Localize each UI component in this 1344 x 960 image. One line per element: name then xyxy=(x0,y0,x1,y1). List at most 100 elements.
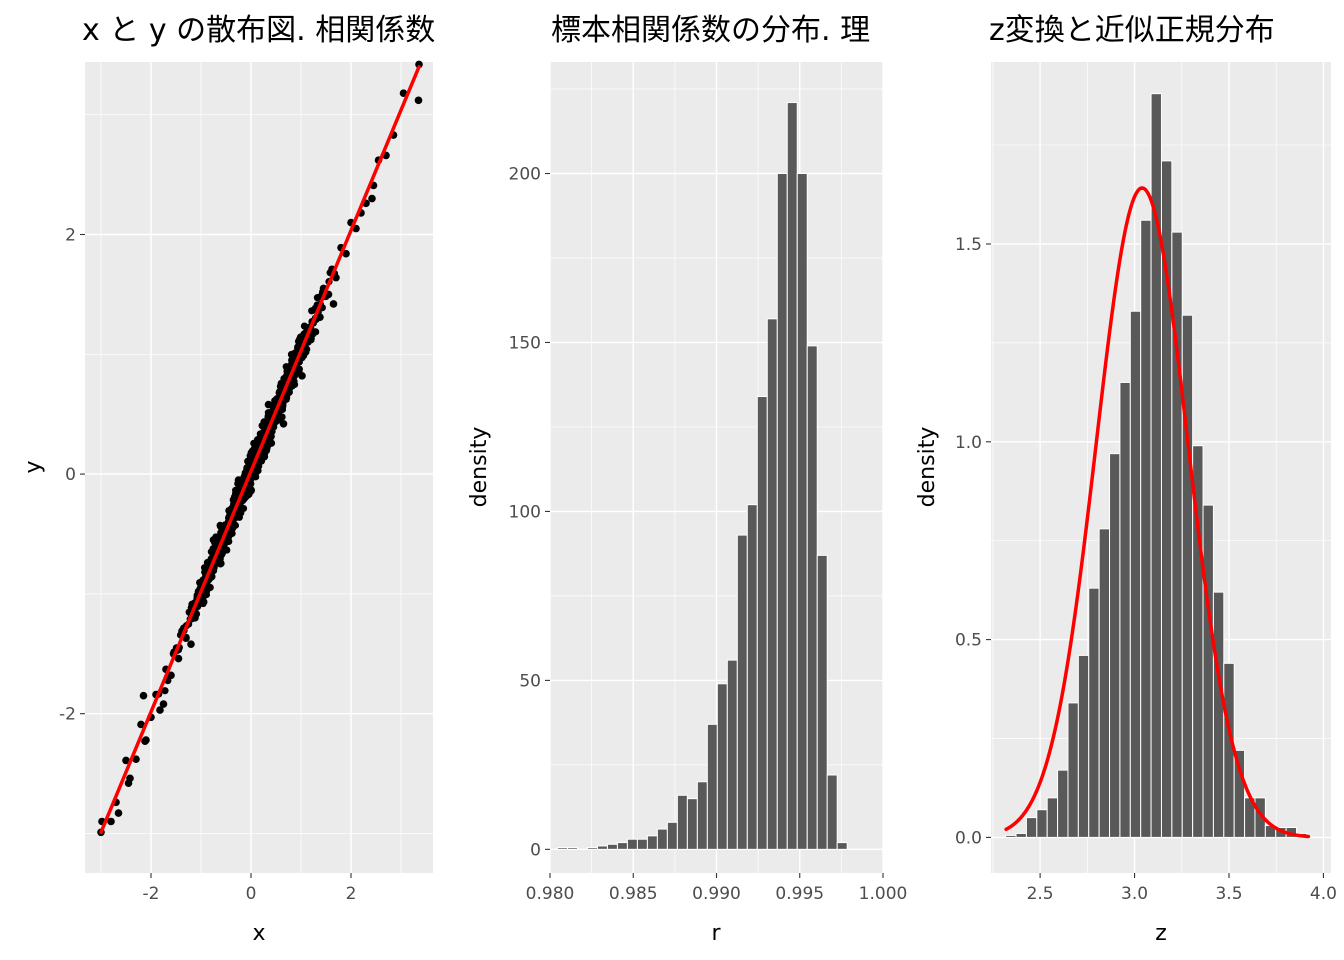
r-histogram-bar xyxy=(686,798,698,850)
scatter-point xyxy=(313,294,321,302)
z-histogram-bar xyxy=(1129,310,1142,838)
scatter-panel: x と y の散布図. 相関係数 -2 0 2 -2 0 2 x y xyxy=(21,13,435,946)
z-histogram-bar xyxy=(1098,528,1111,838)
z-histogram-y-tick-label: 0.0 xyxy=(955,828,982,848)
r-histogram-bar xyxy=(806,345,818,850)
z-histogram-x-tick-label: 3.5 xyxy=(1215,884,1242,904)
z-histogram-bars xyxy=(1005,93,1308,838)
scatter-title: x と y の散布図. 相関係数 xyxy=(82,13,435,48)
r-histogram-y-tick-label: 0 xyxy=(530,840,541,860)
r-histogram-x-tick-label: 0.990 xyxy=(692,884,741,904)
scatter-point xyxy=(234,476,243,484)
scatter-point xyxy=(122,756,130,765)
scatter-point xyxy=(142,736,150,744)
z-histogram-bar xyxy=(1212,591,1225,838)
scatter-fit xyxy=(99,65,421,835)
scatter-point xyxy=(368,194,376,203)
r-histogram-bar xyxy=(696,781,708,850)
scatter-point xyxy=(342,249,350,258)
r-histogram-bar xyxy=(746,504,758,850)
r-histogram-bar xyxy=(616,842,628,850)
r-histogram-bar xyxy=(566,847,578,850)
scatter-point xyxy=(298,372,306,380)
r-histogram-y-tick-label: 100 xyxy=(509,502,541,522)
z-histogram-x-ticks: 2.5 3.0 3.5 4.0 xyxy=(1027,873,1337,904)
r-histogram-bar xyxy=(786,102,798,850)
scatter-x-axis-label: x xyxy=(252,921,265,946)
scatter-point xyxy=(332,273,340,282)
scatter-point xyxy=(307,334,315,343)
z-histogram-title: z変換と近似正規分布 xyxy=(989,13,1275,48)
scatter-point xyxy=(312,328,320,336)
z-histogram-bar xyxy=(1077,654,1090,838)
z-histogram-bar xyxy=(1233,749,1246,838)
r-histogram-x-ticks: 0.980 0.985 0.990 0.995 1.000 xyxy=(526,873,907,904)
z-histogram-bar xyxy=(1140,219,1152,838)
scatter-regression-line xyxy=(99,65,421,835)
z-histogram-y-tick-label: 1.0 xyxy=(955,433,982,453)
scatter-point xyxy=(279,419,288,428)
scatter-y-ticks: -2 0 2 xyxy=(59,226,85,725)
r-histogram-bar xyxy=(836,842,848,850)
r-histogram-x-tick-label: 0.995 xyxy=(775,884,824,904)
r-histogram-y-tick-label: 150 xyxy=(509,333,541,353)
r-histogram-bar xyxy=(716,683,728,850)
r-histogram-title: 標本相関係数の分布. 理 xyxy=(551,13,870,48)
scatter-y-tick-label: -2 xyxy=(59,705,76,725)
r-histogram-y-ticks: 0 50 100 150 200 xyxy=(509,165,550,860)
scatter-x-tick-label: 2 xyxy=(346,884,357,904)
r-histogram-y-axis-label: density xyxy=(467,427,492,508)
r-histogram-bar xyxy=(766,318,778,850)
scatter-point xyxy=(161,687,169,695)
z-histogram-bar xyxy=(1088,587,1100,838)
scatter-point xyxy=(296,333,305,341)
scatter-point xyxy=(199,599,207,608)
r-histogram-y-tick-label: 50 xyxy=(519,671,541,691)
z-histogram-bar xyxy=(1025,817,1038,838)
z-histogram-bar xyxy=(1046,797,1059,838)
r-histogram-bar xyxy=(606,843,618,850)
z-histogram-y-tick-label: 0.5 xyxy=(955,631,982,651)
scatter-point xyxy=(249,472,258,481)
scatter-point xyxy=(114,809,123,817)
scatter-x-tick-label: 0 xyxy=(246,884,257,904)
z-histogram-y-ticks: 0.0 0.5 1.0 1.5 xyxy=(955,235,991,848)
scatter-point xyxy=(139,691,148,700)
scatter-point xyxy=(289,355,297,363)
scatter-x-tick-label: -2 xyxy=(143,884,160,904)
scatter-point xyxy=(263,442,271,450)
scatter-point xyxy=(209,536,218,544)
scatter-point xyxy=(156,706,164,714)
z-histogram-y-tick-label: 1.5 xyxy=(955,235,982,255)
r-histogram-bar xyxy=(816,554,828,850)
z-histogram-normal-curve xyxy=(1004,186,1311,839)
scatter-y-axis-label: y xyxy=(21,460,46,473)
r-histogram-bar xyxy=(776,173,788,850)
z-histogram-x-tick-label: 4.0 xyxy=(1310,884,1337,904)
z-histogram-bar xyxy=(1036,809,1048,838)
scatter-point xyxy=(191,614,199,622)
scatter-point xyxy=(277,379,285,388)
r-histogram-y-tick-label: 200 xyxy=(509,165,541,185)
z-histogram-x-tick-label: 3.0 xyxy=(1121,884,1148,904)
z-histogram-x-tick-label: 2.5 xyxy=(1027,884,1054,904)
r-histogram-bar xyxy=(596,845,608,850)
scatter-point xyxy=(107,817,115,826)
z-histogram-bar xyxy=(1119,381,1131,838)
scatter-point xyxy=(187,640,195,648)
scatter-y-tick-label: 0 xyxy=(65,465,76,485)
scatter-point xyxy=(266,433,274,441)
r-histogram-bars xyxy=(556,102,848,850)
scatter-x-ticks: -2 0 2 xyxy=(143,873,357,904)
z-histogram-panel: z変換と近似正規分布 2.5 3.0 3.5 4.0 0.0 0.5 1.0 1.5 z d… xyxy=(915,13,1337,946)
r-histogram-bar xyxy=(656,828,668,850)
z-histogram-bar xyxy=(1015,832,1027,838)
scatter-point xyxy=(159,700,168,708)
scatter-point xyxy=(264,400,273,409)
z-histogram-x-axis-label: z xyxy=(1155,921,1167,946)
r-histogram-bar xyxy=(626,838,638,850)
z-histogram-bar xyxy=(1067,702,1079,838)
r-histogram-bar xyxy=(666,821,678,850)
r-histogram-bar xyxy=(726,659,738,850)
